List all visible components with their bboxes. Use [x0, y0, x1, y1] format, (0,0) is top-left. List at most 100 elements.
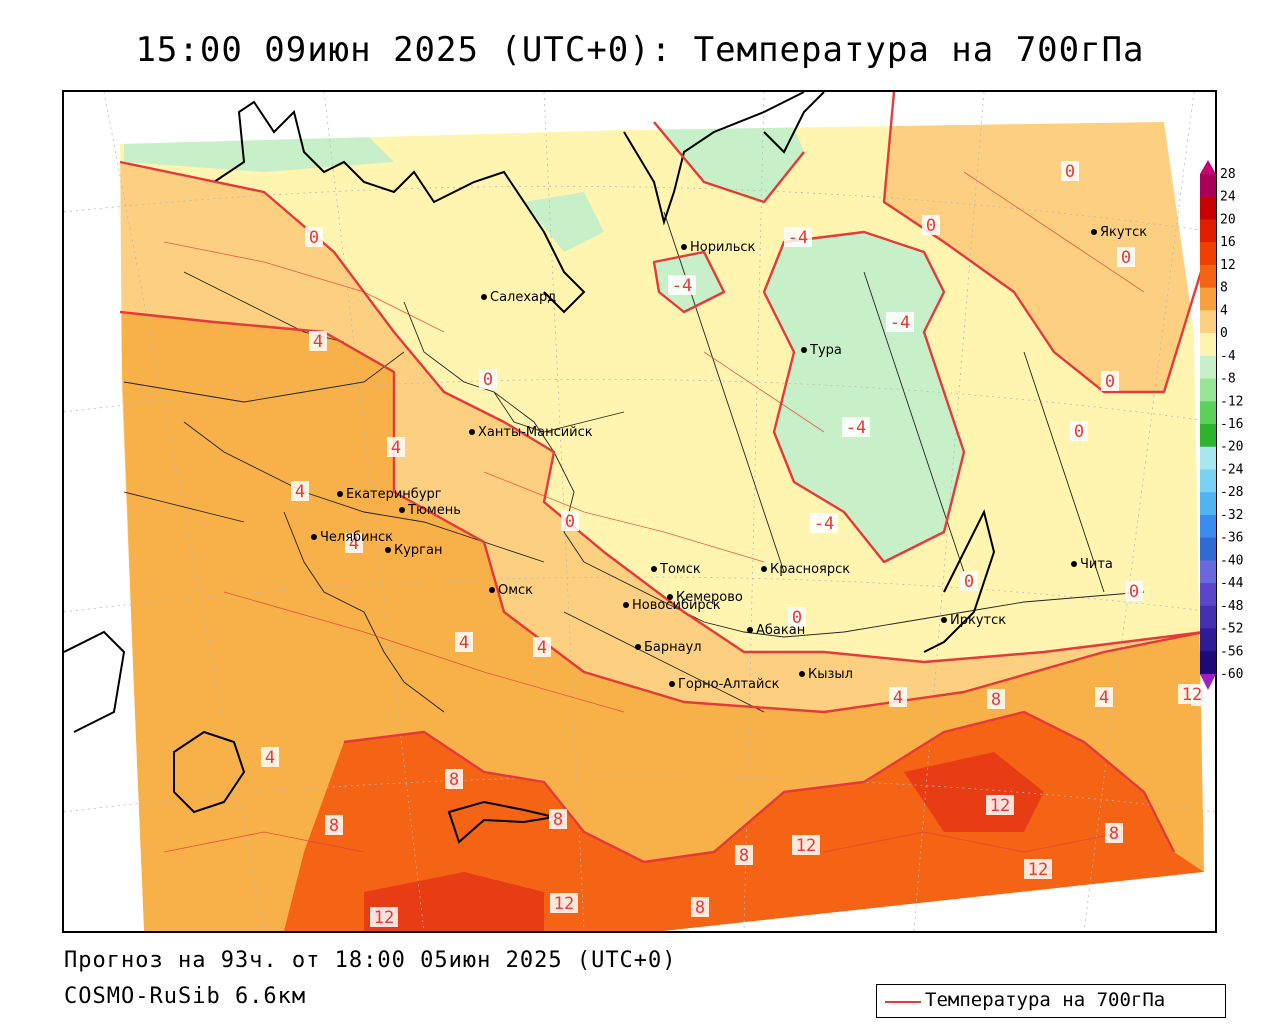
city-label[interactable]: Горно-Алтайск	[678, 677, 780, 692]
isoline-label: 8	[991, 690, 1001, 710]
colorbar-tick-labels: 28 24 20 16 12 8 4 0 -4 -8 -12 -16 -20 -24 -28 -32 -36 -4…	[1220, 167, 1244, 682]
city-label[interactable]: Курган	[394, 543, 442, 558]
isoline-label-background	[1117, 247, 1135, 267]
isoline-label-background	[345, 533, 363, 553]
city-label[interactable]: Ханты-Мансийск	[478, 425, 593, 440]
temperature-map[interactable]: 00000000000-4-4-4-4-44444444444888888812…	[64, 92, 1215, 931]
colorbar: 28 24 20 16 12 8 4 0 -4 -8 -12 -16 -20 -24 -28 -32 -36 -4…	[1200, 160, 1244, 690]
isoline-label-background	[261, 747, 279, 767]
isoline-label-background	[455, 632, 473, 652]
colorbar-block	[1200, 401, 1216, 425]
isoline-label-background	[810, 513, 838, 533]
city-label[interactable]: Новосибирск	[632, 598, 721, 613]
city-label[interactable]: Тюмень	[407, 503, 461, 518]
city-dot-icon	[1091, 229, 1097, 235]
isoline-label-background	[1101, 371, 1119, 391]
city-label[interactable]: Кызыл	[808, 667, 853, 682]
city-dot-icon	[667, 594, 673, 600]
isoline-label: -4	[672, 276, 692, 296]
colorbar-tick-label: -56	[1220, 644, 1243, 659]
city-label[interactable]: Норильск	[690, 240, 756, 255]
isoline-label-background	[1125, 581, 1143, 601]
isoline-label-background	[922, 215, 940, 235]
city-dot-icon	[385, 547, 391, 553]
isoline-label-background	[842, 417, 870, 437]
city-label[interactable]: Барнаул	[644, 640, 702, 655]
city-label[interactable]: Тура	[809, 343, 842, 358]
isoline-labels: 00000000000-4-4-4-4-44444444444888888812…	[261, 161, 1209, 928]
isoline-label-background	[387, 437, 405, 457]
isoline-label-background	[668, 275, 696, 295]
isoline-label-background	[325, 815, 343, 835]
colorbar-block	[1200, 264, 1216, 289]
colorbar-tick-label: -4	[1220, 349, 1236, 364]
outside-domain-top	[64, 92, 1215, 152]
isoline-label: 12	[374, 908, 394, 928]
colorbar-block	[1200, 605, 1216, 630]
city-label[interactable]: Абакан	[756, 623, 805, 638]
isoline-label: 4	[391, 438, 401, 458]
isoline-label: 0	[964, 572, 974, 592]
colorbar-tick-label: -32	[1220, 508, 1243, 523]
isoline-label: 0	[1129, 582, 1139, 602]
isoline-label: -4	[788, 228, 808, 248]
colorbar-tick-label: -40	[1220, 553, 1243, 568]
city-dot-icon	[651, 566, 657, 572]
colorbar-top-arrow	[1200, 160, 1216, 174]
admin-borders	[123, 211, 1145, 713]
legend-label: Температура на 700гПа	[925, 989, 1166, 1011]
isoline-label-background	[479, 369, 497, 389]
isoline-label-background	[549, 809, 567, 829]
isoline-label-background	[784, 227, 812, 247]
isoline-label: -4	[890, 313, 910, 333]
colorbar-tick-label: 28	[1220, 167, 1236, 182]
city-dot-icon	[941, 617, 947, 623]
isoline-label: 4	[295, 482, 305, 502]
colorbar-tick-label: -52	[1220, 622, 1243, 637]
city-dot-icon	[1071, 561, 1077, 567]
isoline-label: -4	[846, 418, 866, 438]
isoline-label-background	[792, 835, 820, 855]
isoline-label: 12	[554, 894, 574, 914]
isoline-label-background	[735, 845, 753, 865]
city-label[interactable]: Томск	[659, 562, 701, 577]
isoline-label-background	[1024, 859, 1052, 879]
forecast-info: Прогноз на 93ч. от 18:00 05июн 2025 (UTC…	[64, 948, 677, 973]
isoline-label: 12	[1028, 860, 1048, 880]
colorbar-tick-label: -16	[1220, 417, 1243, 432]
isoline-label-background	[788, 607, 806, 627]
city-markers: Норильск Якутск Салехард Тура Ханты-Мансийск…	[311, 225, 1147, 692]
city-label[interactable]: Якутск	[1100, 225, 1147, 240]
city-label[interactable]: Омск	[498, 583, 533, 598]
city-dot-icon	[337, 491, 343, 497]
outside-domain-left	[64, 92, 144, 931]
isoline-label: 12	[990, 796, 1010, 816]
city-label[interactable]: Екатеринбург	[346, 487, 442, 502]
city-label[interactable]: Иркутск	[950, 613, 1006, 628]
colorbar-block	[1200, 446, 1216, 470]
colorbar-tick-label: -36	[1220, 531, 1243, 546]
colorbar-block	[1200, 469, 1216, 493]
isoline-label-background	[886, 312, 914, 332]
city-label[interactable]: Челябинск	[320, 530, 393, 545]
city-label[interactable]: Красноярск	[770, 562, 850, 577]
map-frame[interactable]: 00000000000-4-4-4-4-44444444444888888812…	[62, 90, 1217, 933]
isoline-label-background	[533, 637, 551, 657]
colorbar-block	[1200, 174, 1216, 198]
isoline-label: -4	[814, 514, 834, 534]
city-dot-icon	[623, 602, 629, 608]
zone-minus4-yamal	[524, 192, 604, 252]
isoline-label: 8	[553, 810, 563, 830]
colorbar-block	[1200, 514, 1216, 539]
isoline-label: 12	[796, 836, 816, 856]
isoline-label: 8	[739, 846, 749, 866]
colorbar-bottom-arrow	[1200, 674, 1216, 690]
city-label[interactable]: Кемерово	[676, 590, 743, 605]
isoline-label-background	[889, 687, 907, 707]
city-label[interactable]: Чита	[1080, 557, 1113, 572]
isoline-label-background	[986, 795, 1014, 815]
city-label[interactable]: Салехард	[490, 290, 556, 305]
colorbar-block	[1200, 424, 1216, 448]
colorbar-tick-label: 4	[1220, 303, 1228, 318]
isoline-label: 8	[449, 770, 459, 790]
